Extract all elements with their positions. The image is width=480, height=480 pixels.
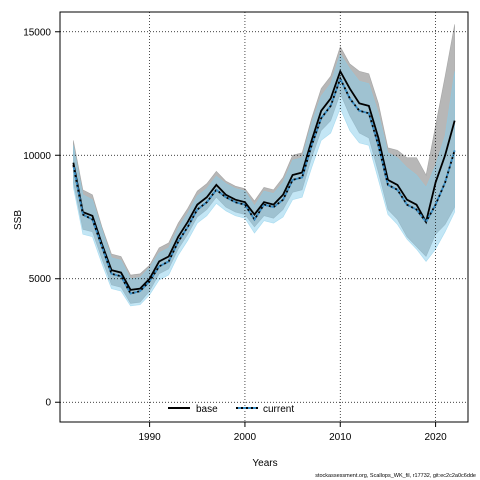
y-tick-label-5000: 5000 [29, 274, 52, 285]
grid-lines [60, 12, 468, 422]
x-tick-label-1990: 1990 [138, 432, 161, 443]
y-axis: 0 5000 10000 15000 [23, 27, 60, 409]
x-tick-label-2000: 2000 [234, 432, 257, 443]
series-lines [72, 69, 456, 295]
legend: base current [168, 404, 294, 415]
line-current [72, 76, 456, 295]
band-current [73, 53, 455, 307]
line-current-color [72, 76, 456, 295]
legend-label-current: current [263, 404, 294, 415]
y-tick-label-15000: 15000 [23, 27, 51, 38]
y-axis-label: SSB [13, 210, 24, 230]
footer-note: stockassessment.org, Scallops_WK_fil, r1… [315, 473, 476, 479]
x-axis: 1990 2000 2010 2020 [138, 422, 447, 443]
x-tick-label-2010: 2010 [329, 432, 352, 443]
x-tick-label-2020: 2020 [424, 432, 447, 443]
y-tick-label-10000: 10000 [23, 151, 51, 162]
x-axis-label: Years [252, 458, 277, 469]
plot-frame [59, 11, 469, 423]
confidence-bands [73, 24, 455, 307]
legend-label-base: base [196, 404, 218, 415]
line-base [72, 69, 456, 291]
y-tick-label-0: 0 [45, 398, 51, 409]
